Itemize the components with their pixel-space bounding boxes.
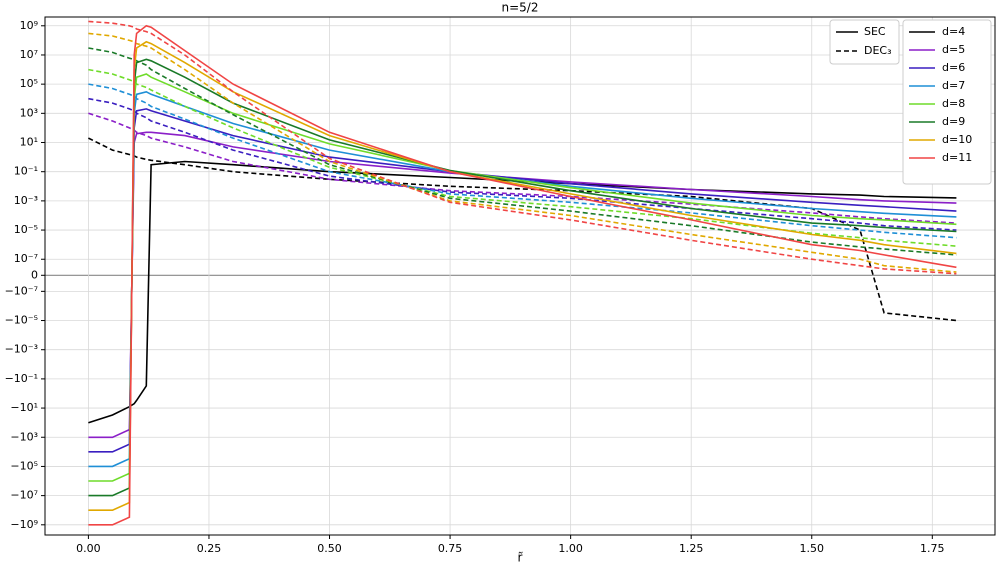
x-tick-label: 1.00	[558, 542, 583, 555]
y-tick-label: 10⁵	[20, 77, 38, 90]
x-tick-label: 1.50	[800, 542, 825, 555]
legend-box	[829, 19, 900, 65]
solid-line	[88, 131, 957, 439]
y-tick-label: −10⁻⁵	[5, 314, 38, 327]
legend-label: d=7	[942, 79, 965, 92]
y-tick-label: −10⁻³	[5, 343, 38, 356]
solid-line	[88, 58, 957, 497]
x-axis-label: r̃	[518, 551, 523, 565]
y-tick-label: −10¹	[10, 401, 38, 414]
legend-box	[902, 19, 992, 185]
y-tick-label: −10⁹	[10, 518, 38, 531]
dashed-line	[88, 83, 957, 239]
y-tick-label: 10⁻¹	[14, 165, 38, 178]
y-tick-label: −10⁷	[10, 489, 38, 502]
dashed-line	[88, 112, 957, 224]
x-tick-label: 0.25	[197, 542, 222, 555]
solid-line	[88, 73, 957, 482]
y-tick-label: 10⁷	[20, 48, 38, 61]
color-legend: d=4 d=5 d=6 d=7 d=8 d=9 d=10 d=11	[902, 19, 992, 185]
y-tick-label: 10¹	[20, 136, 38, 149]
legend-label: d=6	[942, 61, 965, 74]
x-tick-label: 0.75	[438, 542, 463, 555]
legend-label: d=5	[942, 43, 965, 56]
plot-frame	[44, 16, 996, 536]
y-tick-label: 10⁻³	[14, 194, 38, 207]
solid-line	[88, 160, 957, 424]
dashed-line	[88, 32, 957, 273]
x-tick-label: 0.50	[317, 542, 342, 555]
y-tick-label: −10⁻¹	[5, 372, 38, 385]
legend-label: d=4	[942, 25, 965, 38]
solid-line	[88, 108, 957, 453]
y-tick-label: −10⁵	[10, 459, 38, 472]
legend-label: SEC	[864, 25, 886, 38]
y-tick-label: 10⁻⁵	[14, 223, 38, 236]
y-tick-label: 10³	[20, 106, 38, 119]
solid-line	[88, 24, 957, 526]
dashed-line	[88, 47, 957, 256]
solid-line	[88, 40, 957, 511]
legend-label: DEC₃	[864, 44, 892, 57]
style-legend: SEC DEC₃	[829, 19, 900, 65]
dashed-line	[88, 97, 957, 231]
legend-label: d=9	[942, 115, 965, 128]
dashed-line	[88, 137, 957, 322]
x-tick-label: 0.00	[76, 542, 101, 555]
y-tick-label: 10⁻⁷	[14, 252, 38, 265]
legend-label: d=8	[942, 97, 965, 110]
dashed-line	[88, 68, 957, 247]
x-tick-label: 1.25	[679, 542, 704, 555]
chart-title: n=5/2	[502, 1, 539, 15]
y-tick-label: −10⁻⁷	[5, 284, 38, 297]
y-tick-label: 10⁹	[20, 19, 38, 32]
y-tick-label: −10³	[10, 430, 38, 443]
y-tick-label: 0	[31, 268, 38, 281]
solid-line	[88, 90, 957, 468]
x-tick-label: 1.75	[920, 542, 945, 555]
dashed-line	[88, 20, 957, 275]
legend-label: d=11	[942, 151, 972, 164]
legend-label: d=10	[942, 133, 972, 146]
